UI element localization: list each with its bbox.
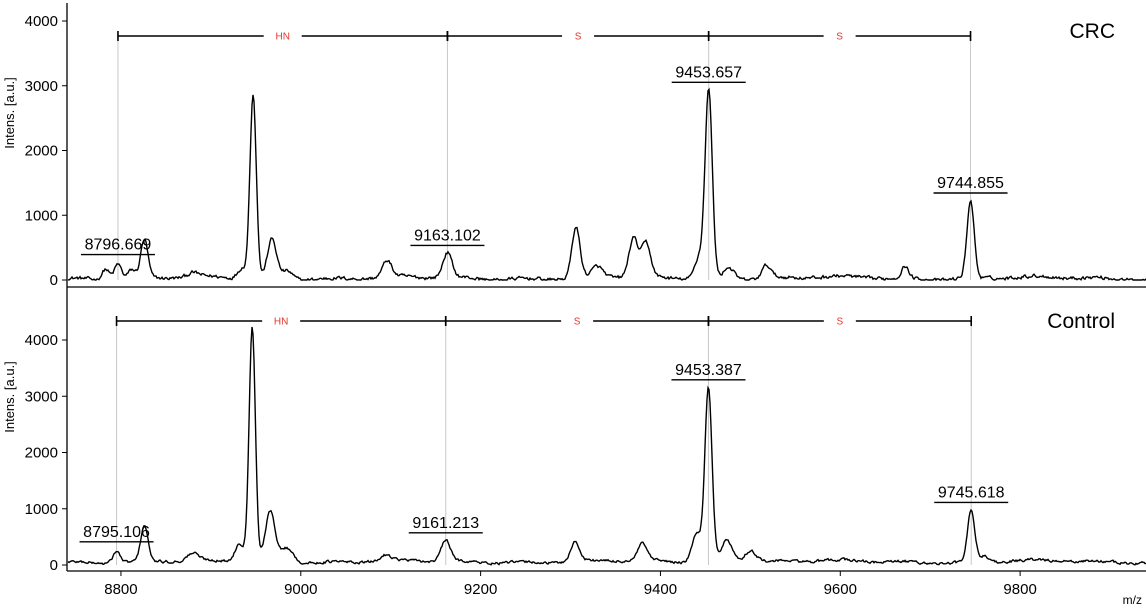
peak-label: 8795.106	[83, 524, 150, 541]
y-tick-label: 3000	[25, 78, 58, 95]
panel-crc: 0 1000 2000 3000 4000 Intens. [a.u.] CRC HN S S 87…	[2, 13, 1146, 289]
y-tick-label: 0	[50, 272, 58, 289]
x-axis-label: m/z	[1123, 593, 1142, 607]
x-tick-label: 9400	[644, 581, 677, 598]
segment-label: S	[836, 32, 843, 43]
peak-label: 9453.657	[675, 64, 742, 81]
spectrum-trace	[67, 326, 1146, 566]
peak-label: 9744.855	[937, 175, 1004, 192]
peak-label: 9161.213	[412, 515, 479, 532]
y-tick-label: 4000	[25, 13, 58, 30]
spectrum-trace	[67, 87, 1146, 282]
segment-label: S	[575, 32, 582, 43]
peak-label: 9745.618	[938, 484, 1005, 501]
panel-title: Control	[1047, 310, 1115, 333]
x-tick-label: 9200	[464, 581, 497, 598]
peak-label: 9453.387	[675, 362, 742, 379]
x-tick-label: 9000	[284, 581, 317, 598]
y-tick-label: 2000	[25, 445, 58, 462]
y-tick-label: 3000	[25, 388, 58, 405]
y-axis-label: Intens. [a.u.]	[2, 77, 17, 149]
segment-label: HN	[274, 317, 288, 328]
x-tick-label: 8800	[104, 581, 137, 598]
y-tick-label: 1000	[25, 207, 58, 224]
panel-title: CRC	[1070, 20, 1116, 43]
peak-label: 9163.102	[414, 227, 481, 244]
y-axis-label: Intens. [a.u.]	[2, 361, 17, 433]
segment-label: S	[837, 317, 844, 328]
x-tick-label: 9800	[1003, 581, 1036, 598]
y-tick-label: 0	[50, 557, 58, 574]
y-tick-label: 4000	[25, 332, 58, 349]
panel-control: 0 1000 2000 3000 4000 Intens. [a.u.] Control HN…	[2, 310, 1146, 574]
peak-label: 8796.669	[85, 237, 152, 254]
segment-label: S	[574, 317, 581, 328]
y-tick-label: 2000	[25, 143, 58, 160]
x-tick-label: 9600	[824, 581, 857, 598]
y-tick-label: 1000	[25, 501, 58, 518]
segment-label: HN	[275, 32, 289, 43]
